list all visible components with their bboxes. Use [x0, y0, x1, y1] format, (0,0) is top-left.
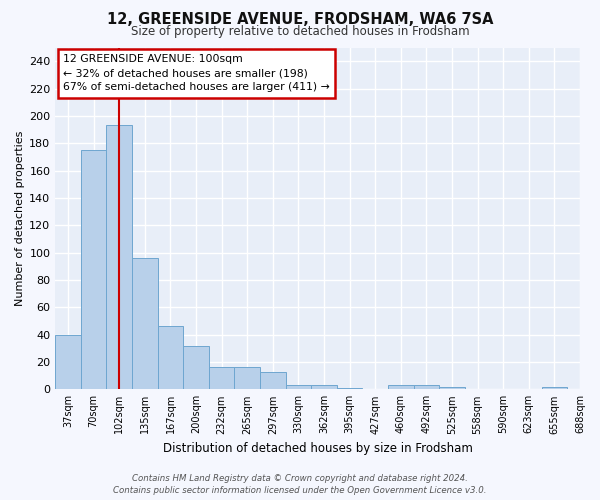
Bar	[209, 368, 235, 390]
Bar	[439, 386, 465, 390]
Bar	[311, 385, 337, 390]
Bar	[55, 334, 81, 390]
Bar	[183, 346, 209, 390]
X-axis label: Distribution of detached houses by size in Frodsham: Distribution of detached houses by size …	[163, 442, 473, 455]
Bar	[388, 385, 413, 390]
Bar	[132, 258, 158, 390]
Bar	[413, 385, 439, 390]
Y-axis label: Number of detached properties: Number of detached properties	[15, 130, 25, 306]
Text: Contains HM Land Registry data © Crown copyright and database right 2024.
Contai: Contains HM Land Registry data © Crown c…	[113, 474, 487, 495]
Bar	[337, 388, 362, 390]
Bar	[235, 368, 260, 390]
Bar	[158, 326, 183, 390]
Bar	[81, 150, 106, 390]
Bar	[286, 385, 311, 390]
Text: 12 GREENSIDE AVENUE: 100sqm
← 32% of detached houses are smaller (198)
67% of se: 12 GREENSIDE AVENUE: 100sqm ← 32% of det…	[63, 54, 330, 92]
Bar	[260, 372, 286, 390]
Bar	[542, 386, 567, 390]
Text: Size of property relative to detached houses in Frodsham: Size of property relative to detached ho…	[131, 25, 469, 38]
Bar	[106, 126, 132, 390]
Text: 12, GREENSIDE AVENUE, FRODSHAM, WA6 7SA: 12, GREENSIDE AVENUE, FRODSHAM, WA6 7SA	[107, 12, 493, 28]
